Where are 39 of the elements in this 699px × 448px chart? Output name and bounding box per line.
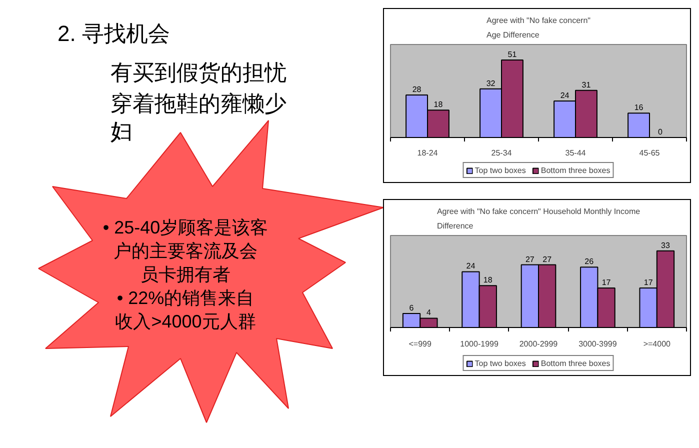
data-label: 18 (483, 276, 493, 285)
data-label: 31 (582, 80, 592, 90)
legend-label: Bottom three boxes (540, 165, 610, 175)
data-label: 4 (426, 308, 432, 318)
x-tick-label: 35-44 (565, 148, 586, 158)
x-tick-label: 3000-3999 (578, 340, 618, 348)
legend-label: Top two boxes (474, 358, 526, 368)
legend-label: Top two boxes (474, 165, 526, 175)
x-tick-label: 18-24 (417, 148, 438, 158)
x-tick-label: <=999 (408, 340, 432, 348)
x-tick-label: >=4000 (643, 340, 672, 348)
chart-title: Agree with "No fake concern" Household Monthly Income Difference (436, 207, 641, 230)
x-tick-label: 45-65 (639, 148, 660, 158)
data-label: 24 (466, 262, 476, 271)
data-label: 24 (560, 91, 570, 100)
x-tick-label: 2000-2999 (519, 340, 558, 348)
text: 有买到假货的担忧 (110, 60, 286, 85)
data-label: 0 (658, 128, 664, 136)
data-label: 6 (409, 304, 414, 313)
x-tick-label: 1000-1999 (460, 340, 499, 348)
data-label: 17 (602, 278, 612, 288)
chart-title: Agree with "No fake concern" (486, 16, 591, 26)
chart-subtitle: Age Difference (486, 30, 540, 40)
text: 穿着拖鞋的雍懒少妇 (110, 91, 286, 144)
data-label: 26 (584, 257, 594, 266)
data-label: 17 (644, 278, 654, 288)
x-tick-label: 25-34 (491, 148, 512, 158)
data-label: 33 (661, 240, 670, 250)
legend-label: Bottom three boxes (540, 358, 610, 368)
data-label: 16 (634, 103, 644, 112)
data-label: 27 (542, 254, 552, 264)
text: • 22%的销售来自收入>4000元人群 (115, 288, 256, 332)
text: 2. 寻找机会 (58, 21, 170, 46)
text: • 25-40岁顾客是该客户的主要客流及会员卡拥有者 (102, 218, 268, 284)
data-label: 18 (434, 100, 444, 110)
data-label: 32 (486, 78, 496, 88)
data-label: 51 (508, 50, 518, 59)
data-label: 27 (525, 254, 535, 264)
data-label: 28 (412, 84, 422, 94)
